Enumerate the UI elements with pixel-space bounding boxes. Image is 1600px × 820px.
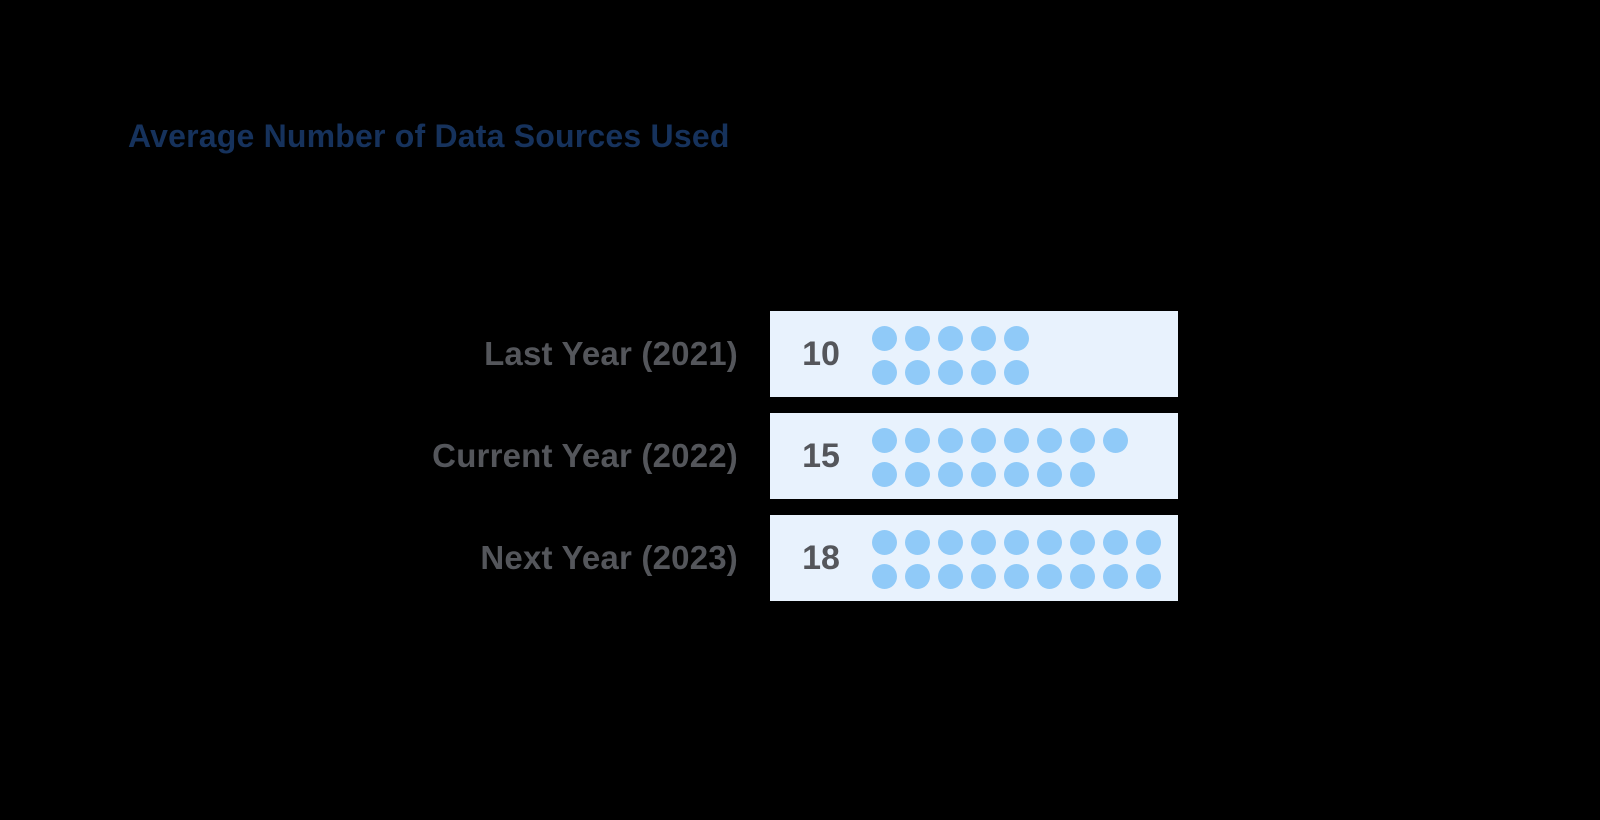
data-dot bbox=[938, 325, 963, 351]
data-dot bbox=[1136, 529, 1161, 555]
row-label: Current Year (2022) bbox=[432, 437, 738, 474]
data-dot bbox=[1070, 563, 1095, 589]
row-label: Next Year (2023) bbox=[480, 539, 738, 576]
data-dot bbox=[1103, 563, 1128, 589]
data-dot bbox=[1004, 325, 1029, 351]
data-dot bbox=[938, 427, 963, 453]
dot-line bbox=[872, 461, 1128, 487]
data-dot bbox=[938, 359, 963, 385]
row-value: 10 bbox=[802, 334, 840, 373]
data-dot bbox=[1004, 359, 1029, 385]
chart-row-current-year: Current Year (2022) 15 bbox=[0, 413, 1178, 499]
chart-row-last-year: Last Year (2021) 10 bbox=[0, 311, 1178, 397]
data-dot bbox=[1004, 529, 1029, 555]
data-dot bbox=[905, 427, 930, 453]
data-dot bbox=[938, 461, 963, 487]
data-dot bbox=[905, 325, 930, 351]
data-dot bbox=[1103, 529, 1128, 555]
data-dot bbox=[1103, 427, 1128, 453]
data-dot bbox=[938, 563, 963, 589]
row-label: Last Year (2021) bbox=[484, 335, 738, 372]
data-dot bbox=[905, 461, 930, 487]
data-dot bbox=[1136, 563, 1161, 589]
data-dot bbox=[872, 325, 897, 351]
row-value: 18 bbox=[802, 538, 840, 577]
data-dot bbox=[971, 325, 996, 351]
dot-grid bbox=[872, 528, 1161, 589]
dot-line bbox=[872, 325, 1029, 351]
dot-line bbox=[872, 563, 1161, 589]
data-dot bbox=[1037, 461, 1062, 487]
data-dot bbox=[905, 563, 930, 589]
chart-row-next-year: Next Year (2023) 18 bbox=[0, 515, 1178, 601]
row-value-box: 15 bbox=[770, 413, 1178, 499]
dot-grid bbox=[872, 324, 1029, 385]
chart-rows: Last Year (2021) 10 Current Year (2022) … bbox=[0, 311, 1178, 601]
data-dot bbox=[971, 427, 996, 453]
data-dot bbox=[1004, 461, 1029, 487]
data-dot bbox=[938, 529, 963, 555]
data-dot bbox=[872, 359, 897, 385]
data-dot bbox=[971, 529, 996, 555]
data-dot bbox=[971, 563, 996, 589]
data-dot bbox=[971, 461, 996, 487]
dot-line bbox=[872, 529, 1161, 555]
data-dot bbox=[905, 529, 930, 555]
data-dot bbox=[905, 359, 930, 385]
data-dot bbox=[1037, 427, 1062, 453]
data-dot bbox=[872, 529, 897, 555]
chart-title: Average Number of Data Sources Used bbox=[128, 118, 730, 154]
dot-grid bbox=[872, 426, 1128, 487]
data-dot bbox=[1037, 563, 1062, 589]
data-dot bbox=[1004, 563, 1029, 589]
data-dot bbox=[872, 427, 897, 453]
row-value-box: 10 bbox=[770, 311, 1178, 397]
data-dot bbox=[1070, 427, 1095, 453]
data-dot bbox=[1037, 529, 1062, 555]
data-dot bbox=[872, 563, 897, 589]
dot-line bbox=[872, 427, 1128, 453]
dot-line bbox=[872, 359, 1029, 385]
row-value: 15 bbox=[802, 436, 840, 475]
row-value-box: 18 bbox=[770, 515, 1178, 601]
data-dot bbox=[1070, 461, 1095, 487]
data-dot bbox=[971, 359, 996, 385]
data-dot bbox=[1004, 427, 1029, 453]
data-dot bbox=[872, 461, 897, 487]
data-dot bbox=[1070, 529, 1095, 555]
